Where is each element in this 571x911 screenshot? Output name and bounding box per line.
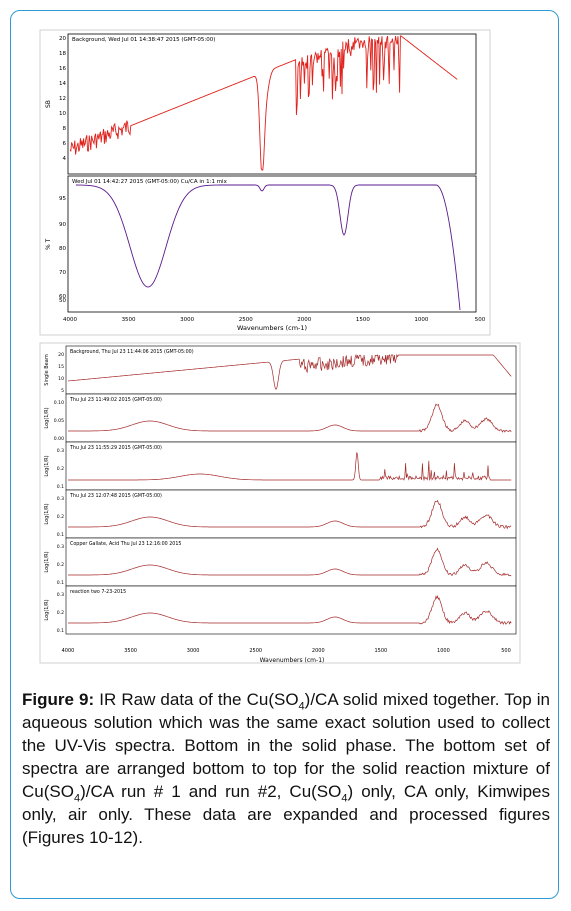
bottom-xtick-label: 1000 — [437, 648, 450, 654]
top-spectrum-2-frame — [67, 175, 477, 313]
bottom-ytick-label: 0.00 — [54, 436, 64, 442]
bottom-ytick-label: 0.3 — [57, 496, 64, 502]
bottom-spectrum-header: Thu Jul 23 12:07:48 2015 (GMT-05:00) — [69, 493, 162, 499]
bottom-ytick-label: 0.2 — [57, 562, 64, 568]
bottom-spectrum-frame — [65, 489, 517, 539]
top-ytick-label: 14 — [59, 81, 66, 87]
top-panel-xticks: 4000 3500 3000 2500 2000 1500 1000 500 — [63, 317, 486, 323]
top-xtick-label: 3000 — [180, 317, 194, 323]
bottom-panel-xticks: 4000 3500 3000 2500 2000 1500 1000 500 — [62, 648, 511, 654]
bottom-spectrum-header: Thu Jul 23 11:55:29 2015 (GMT-05:00) — [69, 445, 162, 451]
top-ytick-label: 16 — [59, 66, 66, 72]
top-ytick-label: 80 — [59, 246, 66, 252]
top-spectrum-1-yticks: 20 18 16 14 12 10 8 6 4 — [59, 36, 67, 162]
top-xtick-label: 1500 — [356, 317, 370, 323]
top-xtick-label: 500 — [475, 317, 486, 323]
bottom-ytick-label: 0.3 — [57, 448, 64, 454]
bottom-spectrum-header: Thu Jul 23 11:49:02 2015 (GMT-05:00) — [69, 397, 162, 403]
top-ytick-label: 12 — [59, 96, 66, 102]
bottom-xtick-label: 500 — [501, 648, 511, 654]
bottom-spectrum-3: Thu Jul 23 11:55:29 2015 (GMT-05:00) Log(… — [44, 441, 517, 491]
bottom-spectrum-4: Thu Jul 23 12:07:48 2015 (GMT-05:00) Log(… — [44, 489, 517, 539]
top-spectrum-1-header: Background, Wed Jul 01 14:38:47 2015 (GM… — [72, 37, 215, 43]
top-spectrum-1-frame — [67, 33, 477, 175]
bottom-spectrum-5: Copper Gallate, Acid Thu Jul 23 12:16:00… — [44, 537, 517, 587]
bottom-spectrum-trace — [68, 499, 512, 530]
bottom-ytick-label: 15 — [58, 364, 64, 370]
bottom-ytick-label: 5 — [61, 388, 64, 394]
bottom-ytick-label: 10 — [58, 376, 64, 382]
top-ytick-label: 90 — [59, 222, 66, 228]
top-xtick-label: 2000 — [297, 317, 311, 323]
top-ytick-label: 50 — [59, 298, 66, 304]
bottom-ytick-label: 0.10 — [54, 400, 64, 406]
bottom-spectrum-ylabel: Log(1/R) — [44, 551, 50, 572]
bottom-spectrum-ylabel: Single Beam — [44, 354, 50, 386]
figure-frame — [10, 10, 559, 899]
bottom-ytick-label: 0.2 — [57, 610, 64, 616]
bottom-ytick-label: 0.2 — [57, 514, 64, 520]
top-transmittance-trace — [76, 184, 461, 311]
bottom-spectrum-6: reaction two 7-23-2015 Log(1/R) 0.3 0.2 0.1 — [44, 585, 517, 635]
bottom-spectrum-frame — [65, 585, 517, 635]
bottom-spectrum-trace — [68, 595, 512, 626]
bottom-spectrum-frame — [65, 393, 517, 443]
bottom-spectrum-ylabel: Log(1/R) — [44, 503, 50, 524]
bottom-spectrum-header: Copper Gallate, Acid Thu Jul 23 12:16:00… — [70, 541, 181, 547]
top-ytick-label: 60 — [59, 294, 66, 300]
bottom-xtick-label: 2000 — [312, 648, 325, 654]
bottom-ytick-label: 0.1 — [57, 484, 64, 490]
bottom-spectrum-frame — [65, 537, 517, 587]
top-ytick-label: 20 — [59, 36, 66, 42]
bottom-panel: Background, Thu Jul 23 11:44:06 2015 (GM… — [39, 342, 521, 664]
bottom-panel-xlabel: Wavenumbers (cm-1) — [260, 657, 325, 664]
bottom-ytick-label: 0.3 — [57, 592, 64, 598]
top-xtick-label: 1000 — [414, 317, 428, 323]
bottom-spectrum-ylabel: Log(1/R) — [44, 599, 50, 620]
bottom-ytick-label: 0.3 — [57, 544, 64, 550]
top-ytick-label: 4 — [63, 156, 67, 162]
bottom-spectrum-1: Background, Thu Jul 23 11:44:06 2015 (GM… — [44, 345, 517, 395]
top-panel: Background, Wed Jul 01 14:38:47 2015 (GM… — [39, 29, 491, 336]
top-spectrum-1-ylabel: SB — [45, 100, 52, 108]
bottom-ytick-label: 0.05 — [54, 418, 64, 424]
figure-caption: Figure 9: IR Raw data of the Cu(SO4)/CA … — [22, 690, 550, 847]
bottom-spectrum-2: Thu Jul 23 11:49:02 2015 (GMT-05:00) Log(… — [44, 393, 517, 443]
bottom-spectrum-header: Background, Thu Jul 23 11:44:06 2015 (GM… — [70, 349, 194, 355]
top-ytick-label: 95 — [59, 196, 66, 202]
bottom-xtick-label: 2500 — [249, 648, 262, 654]
top-spectrum-2-header: Wed Jul 01 14:42:27 2015 (GMT-05:00) Cu/… — [72, 179, 228, 185]
top-ytick-label: 70 — [59, 270, 66, 276]
bottom-ytick-label: 0.1 — [57, 628, 64, 634]
bottom-spectrum-trace — [67, 353, 512, 390]
bottom-ytick-label: 0.1 — [57, 580, 64, 586]
top-ytick-label: 18 — [59, 51, 66, 57]
top-panel-xlabel: Wavenumbers (cm-1) — [237, 324, 307, 332]
top-ytick-label: 10 — [59, 111, 66, 117]
ir-spectra-figure: Background, Wed Jul 01 14:38:47 2015 (GM… — [39, 29, 521, 664]
bottom-xtick-label: 1500 — [374, 648, 387, 654]
figure-label: Figure 9: — [22, 690, 95, 709]
bottom-spectrum-ylabel: Log(1/R) — [44, 407, 50, 428]
bottom-ytick-label: 0.1 — [57, 532, 64, 538]
bottom-ytick-label: 0.2 — [57, 466, 64, 472]
bottom-xtick-label: 4000 — [62, 648, 75, 654]
top-single-beam-trace — [69, 35, 458, 171]
bottom-spectrum-ylabel: Log(1/R) — [44, 455, 50, 476]
top-xtick-label: 2500 — [239, 317, 253, 323]
bottom-spectrum-trace — [68, 547, 512, 577]
bottom-spectrum-trace — [68, 403, 512, 433]
top-xtick-label: 3500 — [122, 317, 136, 323]
top-ytick-label: 6 — [63, 141, 67, 147]
bottom-xtick-label: 3500 — [124, 648, 137, 654]
bottom-xtick-label: 3000 — [187, 648, 200, 654]
bottom-spectrum-frame — [65, 345, 517, 395]
top-xtick-label: 4000 — [63, 317, 77, 323]
top-ytick-label: 8 — [63, 126, 67, 132]
bottom-spectrum-header: reaction two 7-23-2015 — [70, 589, 126, 595]
top-spectrum-2-ylabel: % T — [45, 238, 52, 250]
bottom-spectrum-trace — [68, 452, 512, 482]
bottom-ytick-label: 20 — [58, 352, 64, 358]
